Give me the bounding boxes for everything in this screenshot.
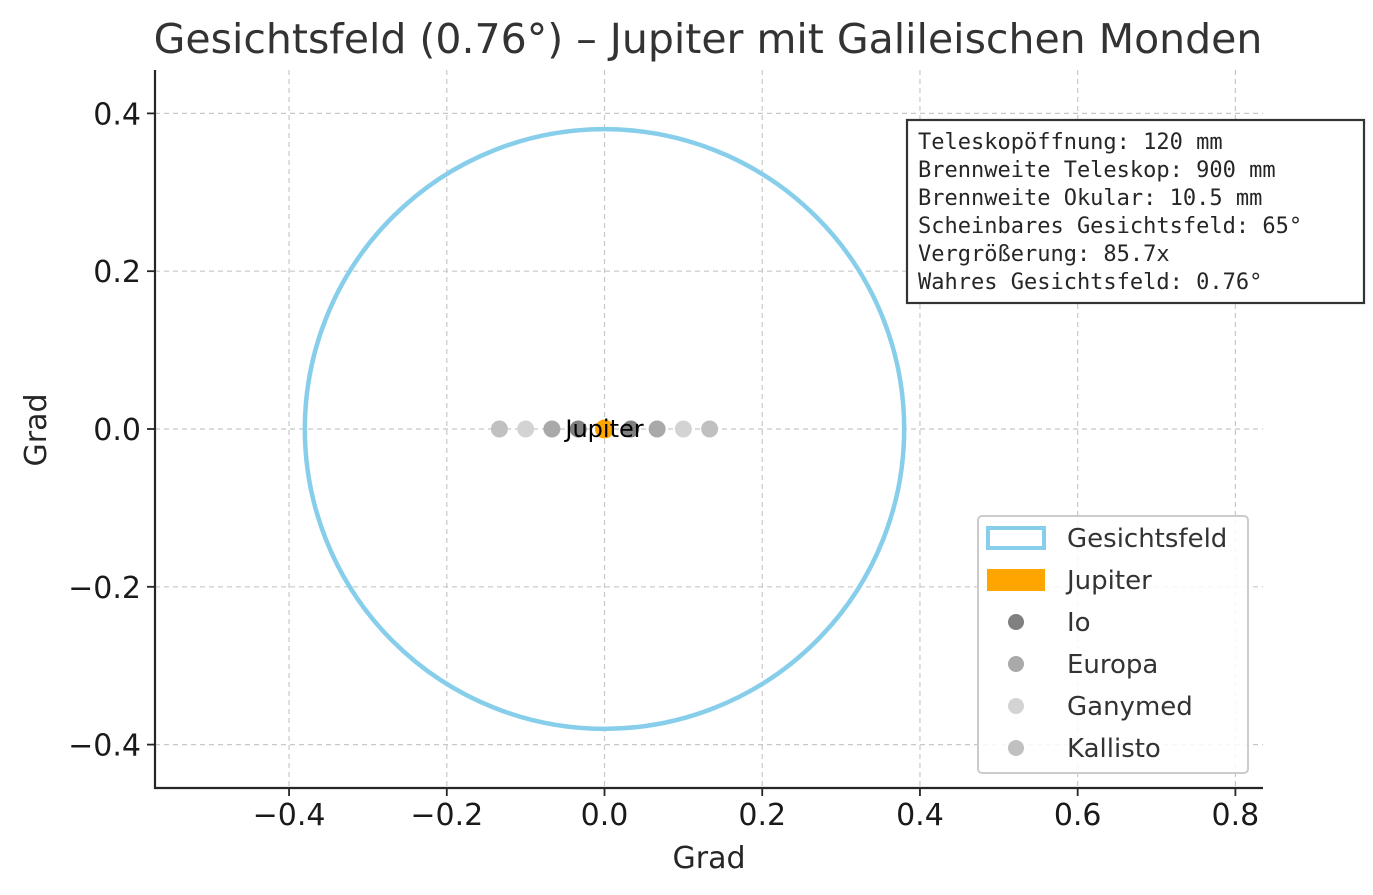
x-tick-label: −0.4 [253,798,326,833]
legend-swatch-ganymed [1008,698,1024,714]
x-tick-label: 0.8 [1212,798,1260,833]
x-tick-label: 0.0 [581,798,629,833]
info-box: Teleskopöffnung: 120 mm Brennweite Telesk… [905,118,1366,305]
legend-label-gesichtsfeld: Gesichtsfeld [1067,524,1227,554]
legend: Gesichtsfeld Jupiter Io Europa Ganymed Kallis… [977,515,1249,774]
legend-swatch-io [1008,614,1024,630]
legend-label-ganymed: Ganymed [1067,692,1193,722]
y-tick-label: 0.4 [93,97,141,132]
plot-area: Jupiter [302,126,907,732]
moon-europa-point [543,420,561,438]
moon-kallisto-point [490,420,508,438]
info-box-line: Vergrößerung: 85.7x [918,242,1170,267]
info-box-line: Wahres Gesichtsfeld: 0.76° [918,270,1262,295]
x-tick-label: 0.6 [1054,798,1102,833]
x-axis-label: Grad [672,841,745,876]
x-tick-label: 0.4 [896,798,944,833]
moon-kallisto-point [701,420,719,438]
legend-swatch-europa [1008,656,1024,672]
legend-swatch-jupiter [987,569,1045,591]
legend-label-io: Io [1067,608,1091,638]
ticks: −0.4 −0.2 0.0 0.2 0.4 0.6 0.8 0.4 0.2 0.0 −0.2 −0.4 [68,97,1259,833]
legend-label-europa: Europa [1067,650,1158,680]
jupiter-annotation: Jupiter [563,415,643,443]
y-tick-label: 0.2 [93,255,141,290]
moon-europa-point [648,420,666,438]
moon-io-point [569,420,587,438]
legend-swatch-gesichtsfeld [986,526,1046,550]
moon-ganymed-point [674,420,692,438]
legend-label-jupiter: Jupiter [1065,566,1152,596]
legend-frame [977,515,1249,774]
info-box-line: Scheinbares Gesichtsfeld: 65° [918,214,1302,239]
y-tick-label: −0.4 [68,729,141,764]
moon-ganymed-point [517,420,535,438]
chart-title: Gesichtsfeld (0.76°) – Jupiter mit Galil… [154,15,1263,63]
x-tick-label: −0.2 [410,798,483,833]
x-tick-label: 0.2 [738,798,786,833]
info-box-frame [905,118,1366,305]
info-box-line: Brennweite Okular: 10.5 mm [918,186,1262,211]
info-box-line: Teleskopöffnung: 120 mm [918,130,1223,155]
jupiter-point [595,419,615,439]
y-tick-label: −0.2 [68,571,141,606]
info-box-line: Brennweite Teleskop: 900 mm [918,158,1276,183]
moon-io-point [622,420,640,438]
y-axis-label: Grad [19,393,54,466]
y-tick-label: 0.0 [93,413,141,448]
legend-label-kallisto: Kallisto [1067,734,1161,764]
legend-swatch-kallisto [1008,740,1024,756]
field-of-view-circle [302,126,907,732]
